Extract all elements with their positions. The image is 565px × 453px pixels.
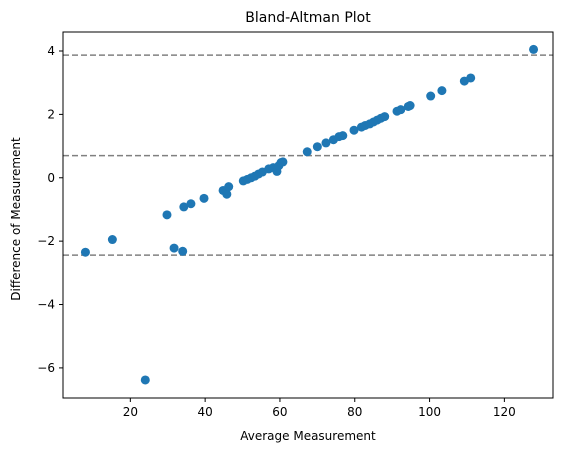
data-point [405, 101, 415, 111]
data-point [349, 125, 359, 135]
data-points [80, 44, 539, 385]
y-tick-label: 2 [47, 107, 55, 121]
x-tick-label: 80 [347, 405, 362, 419]
data-point [529, 44, 539, 54]
plot-frame [62, 31, 554, 399]
x-tick-label: 120 [493, 405, 516, 419]
x-tick-label: 20 [123, 405, 138, 419]
y-tick-label: −6 [37, 361, 55, 375]
data-point [140, 375, 150, 385]
data-point [278, 157, 288, 167]
data-point [312, 142, 322, 152]
data-point [222, 189, 232, 199]
y-tick-label: 0 [47, 171, 55, 185]
data-point [199, 193, 209, 203]
data-point [80, 247, 90, 257]
data-point [178, 246, 188, 256]
data-point [179, 202, 189, 212]
data-point [466, 73, 476, 83]
data-point [426, 91, 436, 101]
y-axis-ticks: −6 −4 −2 0 2 4 [37, 44, 63, 375]
data-point [162, 210, 172, 220]
data-point [224, 182, 234, 192]
data-point [169, 243, 179, 253]
data-point [186, 199, 196, 209]
data-point [338, 131, 348, 141]
data-point [302, 147, 312, 157]
data-point [380, 112, 390, 122]
x-tick-label: 100 [418, 405, 441, 419]
x-tick-label: 40 [197, 405, 212, 419]
data-point [396, 105, 406, 115]
x-axis-ticks: 20 40 60 80 100 120 [123, 398, 516, 419]
y-axis-label: Difference of Measurement [9, 137, 23, 301]
chart-title: Bland-Altman Plot [245, 10, 371, 26]
data-point [437, 86, 447, 96]
y-tick-label: −2 [37, 234, 55, 248]
x-axis-label: Average Measurement [240, 429, 376, 443]
x-tick-label: 60 [272, 405, 287, 419]
data-point [107, 235, 117, 245]
data-point [321, 138, 331, 148]
y-tick-label: −4 [37, 298, 55, 312]
y-tick-label: 4 [47, 44, 55, 58]
